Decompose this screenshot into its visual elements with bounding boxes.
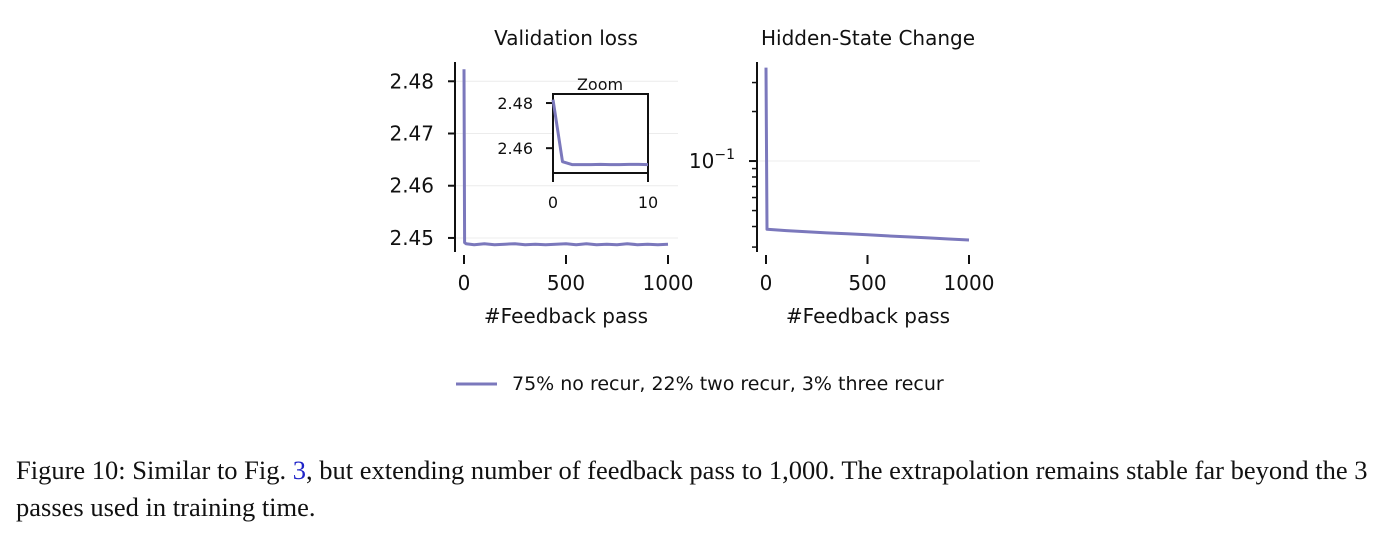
zoom-inset-x-ticks: 0 10 bbox=[548, 173, 658, 212]
validation-loss-x-tick-label: 500 bbox=[547, 271, 585, 295]
caption-prefix: Figure 10: Similar to Fig. bbox=[16, 455, 293, 485]
validation-loss-x-tick-label: 1000 bbox=[643, 271, 694, 295]
hidden-state-change-x-tick-label: 0 bbox=[760, 271, 773, 295]
hidden-state-change-x-tick-label: 500 bbox=[848, 271, 886, 295]
hidden-state-change-series-line bbox=[764, 67, 970, 242]
zoom-inset-series-line bbox=[551, 99, 649, 167]
hidden-state-change-x-tick-label: 1000 bbox=[944, 271, 995, 295]
hidden-state-change-y-ticks: 10−1 bbox=[689, 81, 757, 248]
legend-label: 75% no recur, 22% two recur, 3% three re… bbox=[512, 373, 944, 395]
validation-loss-y-tick-label: 2.46 bbox=[389, 174, 434, 198]
validation-loss-series-line bbox=[462, 69, 669, 247]
validation-loss-chart: Validation loss 2.452.462.472.48 0 500 100… bbox=[389, 26, 693, 328]
validation-loss-x-ticks: 0 500 1000 bbox=[458, 255, 694, 295]
zoom-inset-y-ticks: 2.46 2.48 bbox=[497, 94, 553, 158]
validation-loss-y-tick-label: 2.45 bbox=[389, 226, 434, 250]
zoom-inset-frame bbox=[552, 93, 649, 174]
zoom-inset: Zoom 2.46 2.48 0 10 bbox=[497, 75, 658, 212]
hidden-state-change-x-label: #Feedback pass bbox=[786, 304, 950, 328]
zoom-inset-x-tick-label: 0 bbox=[548, 193, 558, 212]
hidden-state-change-y-tick-label: 10−1 bbox=[689, 147, 735, 173]
validation-loss-x-tick-label: 0 bbox=[458, 271, 471, 295]
caption-suffix: , but extending number of feedback pass … bbox=[16, 455, 1368, 522]
validation-loss-title: Validation loss bbox=[494, 26, 638, 50]
zoom-inset-y-tick-label: 2.48 bbox=[497, 94, 533, 113]
validation-loss-x-label: #Feedback pass bbox=[484, 304, 648, 328]
legend: 75% no recur, 22% two recur, 3% three re… bbox=[456, 373, 944, 395]
validation-loss-y-ticks: 2.45 2.46 2.47 2.48 bbox=[389, 69, 455, 250]
zoom-inset-title: Zoom bbox=[577, 75, 623, 94]
hidden-state-change-chart: Hidden-State Change 10−1 0 500 1000 #Feedb… bbox=[689, 26, 995, 328]
hidden-state-change-x-ticks: 0 500 1000 bbox=[760, 255, 995, 295]
zoom-inset-x-tick-label: 10 bbox=[638, 193, 658, 212]
figure-reference-link[interactable]: 3 bbox=[292, 455, 307, 485]
hidden-state-change-title: Hidden-State Change bbox=[761, 26, 975, 50]
figure-caption: Figure 10: Similar to Fig. 3, but extend… bbox=[16, 452, 1376, 526]
validation-loss-y-tick-label: 2.48 bbox=[389, 69, 434, 93]
zoom-inset-y-tick-label: 2.46 bbox=[497, 139, 533, 158]
zoom-inset-background bbox=[553, 94, 648, 173]
validation-loss-y-tick-label: 2.47 bbox=[389, 122, 434, 146]
